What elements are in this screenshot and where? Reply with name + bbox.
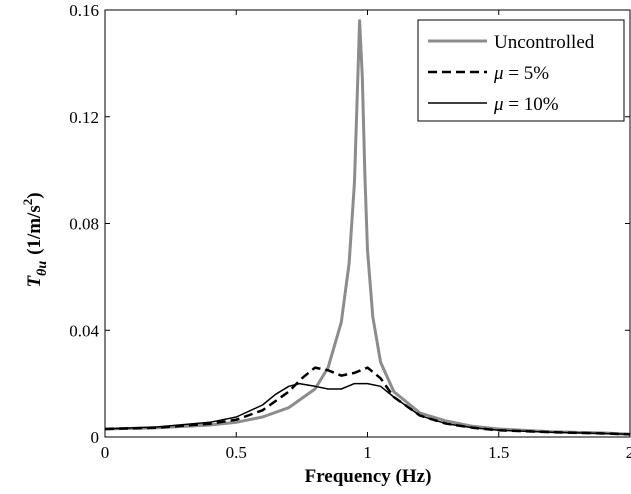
y-axis-title: Tθu (1/m/s2) bbox=[20, 192, 50, 287]
legend: Uncontrolled μ = 5% μ = 10% bbox=[417, 19, 625, 122]
legend-label-mu-10-value: = 10% bbox=[504, 94, 559, 115]
x-axis-title: Frequency (Hz) bbox=[305, 466, 432, 487]
y-axis-title-units-exponent: 2 bbox=[20, 199, 35, 206]
legend-label-mu-10: μ = 10% bbox=[493, 94, 559, 115]
series-line-mu-10 bbox=[104, 382, 631, 436]
x-tick-label: 2 bbox=[626, 443, 631, 462]
y-tick-label: 0.12 bbox=[69, 108, 99, 127]
y-axis-title-subscript: θu bbox=[35, 261, 50, 276]
legend-label-uncontrolled: Uncontrolled bbox=[494, 32, 595, 53]
legend-label-mu-5-value: = 5% bbox=[504, 63, 550, 84]
plot-area bbox=[104, 19, 631, 436]
legend-label-mu-10-symbol: μ bbox=[493, 94, 504, 115]
x-tick-label: 1 bbox=[363, 443, 372, 462]
axes: 0 0.5 1 1.5 2 0 0.04 0.08 0.12 0.16 bbox=[69, 1, 631, 462]
legend-label-mu-5-symbol: μ bbox=[493, 63, 504, 84]
x-tick-label: 1.5 bbox=[488, 443, 509, 462]
y-axis-title-units: (1/m/s bbox=[24, 205, 45, 255]
legend-box bbox=[417, 19, 625, 122]
y-axis-title-units-close: ) bbox=[24, 192, 45, 198]
y-axis-title-symbol: T bbox=[24, 275, 45, 288]
y-tick-label: 0.16 bbox=[69, 1, 99, 20]
x-tick-label: 0.5 bbox=[226, 443, 247, 462]
y-tick-label: 0 bbox=[91, 428, 100, 447]
x-tick-label: 0 bbox=[101, 443, 110, 462]
legend-label-mu-5: μ = 5% bbox=[493, 63, 549, 84]
y-tick-label: 0.08 bbox=[69, 215, 99, 234]
y-tick-label: 0.04 bbox=[69, 321, 99, 340]
series-line-uncontrolled bbox=[104, 19, 631, 436]
